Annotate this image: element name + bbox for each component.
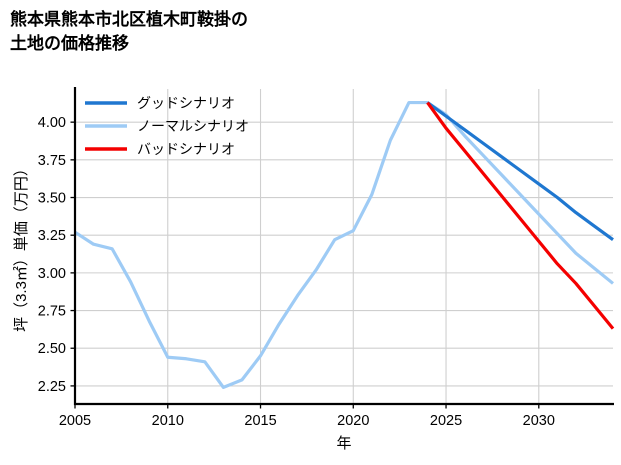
y-tick-label: 3.75 (38, 153, 66, 169)
legend-label: グッドシナリオ (137, 95, 235, 111)
legend-label: ノーマルシナリオ (137, 118, 249, 134)
y-tick-label: 2.75 (38, 304, 66, 320)
axis-titles: 年 坪（3.3㎡）単価（万円） (13, 161, 352, 452)
axis-tick-labels: 2.25 2.50 2.75 3.00 3.25 3.50 3.75 4.00 2005 2010… (38, 115, 555, 429)
axis-spines (73, 87, 614, 406)
axis-ticks (70, 121, 540, 409)
series-line-グッドシナリオ (426, 101, 614, 242)
y-tick-label: 3.25 (38, 228, 66, 244)
y-tick-label: 2.25 (38, 379, 66, 395)
gridlines-group (74, 89, 613, 404)
series-line-バッドシナリオ (426, 101, 615, 330)
x-axis-title: 年 (336, 435, 351, 452)
y-tick-label: 4.00 (38, 115, 66, 131)
x-tick-label: 2010 (152, 413, 184, 429)
chart-title: 熊本県熊本市北区植木町鞍掛の 土地の価格推移 (10, 10, 248, 54)
y-axis-title: 坪（3.3㎡）単価（万円） (13, 161, 30, 332)
x-tick-label: 2015 (244, 413, 276, 429)
legend-label: バッドシナリオ (137, 141, 235, 157)
x-tick-label: 2020 (337, 413, 369, 429)
x-tick-label: 2005 (59, 413, 91, 429)
x-tick-label: 2025 (430, 413, 462, 429)
series-line-ノーマルシナリオ (74, 100, 615, 390)
y-tick-label: 2.50 (38, 341, 66, 357)
x-tick-label: 2030 (523, 413, 555, 429)
series-group (74, 100, 615, 390)
y-tick-label: 3.50 (38, 191, 66, 207)
axis-spine (73, 87, 614, 406)
y-tick-label: 3.00 (38, 266, 66, 282)
